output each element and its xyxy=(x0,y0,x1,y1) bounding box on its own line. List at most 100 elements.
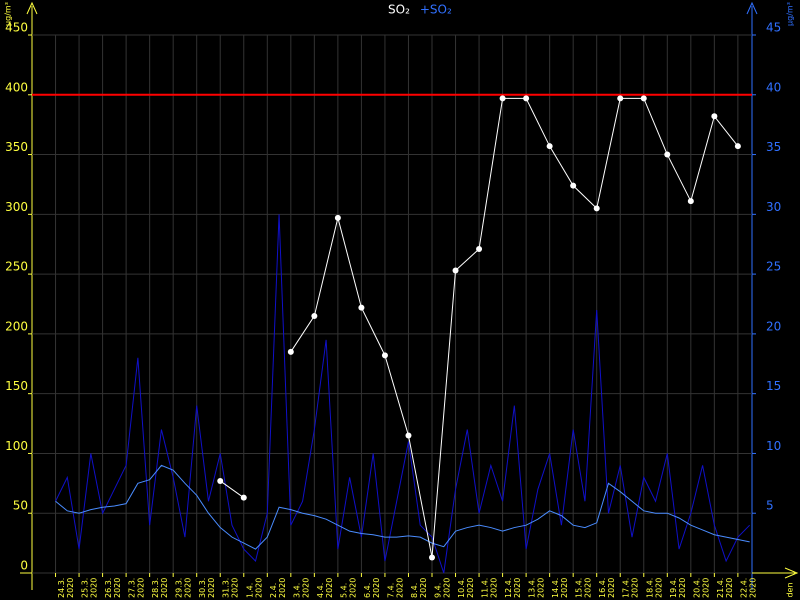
data-point xyxy=(687,198,694,205)
x-tick-label: 11.4. xyxy=(481,578,490,598)
x-tick-label: 2020 xyxy=(678,578,687,598)
x-tick-label: 2020 xyxy=(631,578,640,598)
y-tick-label: 350 xyxy=(5,140,28,154)
x-tick-label: 2020 xyxy=(66,578,75,598)
x-tick-label: 2020 xyxy=(513,578,522,598)
data-point xyxy=(381,352,388,359)
y2-tick-label: 25 xyxy=(766,260,781,274)
x-tick-label: 28.3. xyxy=(151,578,160,598)
legend-entry: +SO₂ xyxy=(420,3,452,17)
x-tick-label: 2020 xyxy=(184,578,193,598)
x-tick-label: 2020 xyxy=(231,578,240,598)
data-point xyxy=(546,143,553,150)
legend: +SO₂ SO₂ xyxy=(388,3,452,17)
data-point xyxy=(570,182,577,189)
y-tick-label: 450 xyxy=(5,21,28,35)
x-tick-label: 2020 xyxy=(537,578,546,598)
x-tick-label: 27.3. xyxy=(128,578,137,598)
data-point xyxy=(734,143,741,150)
x-tick-label: 20.4. xyxy=(692,578,701,598)
x-axis-arrow xyxy=(784,567,799,579)
x-tick-label: 5.4. xyxy=(339,583,348,598)
data-point xyxy=(476,246,483,253)
x-tick-label: 22.4. xyxy=(739,578,748,598)
legend-entry: SO₂ xyxy=(388,3,410,17)
data-point xyxy=(358,304,365,311)
y-axis-label: µg/m³ xyxy=(4,2,13,26)
data-point xyxy=(287,348,294,355)
x-tick-label: 10.4. xyxy=(457,578,466,598)
x-tick-label: 18.4. xyxy=(645,578,654,598)
y2-axis-arrow xyxy=(746,1,758,15)
y-tick-label: 250 xyxy=(5,260,28,274)
y2-tick-label: 45 xyxy=(766,21,781,35)
data-point xyxy=(593,205,600,212)
series-line xyxy=(290,97,739,558)
x-tick-label: 1.4. xyxy=(245,583,254,598)
y2-tick-label: 5 xyxy=(766,499,774,513)
grid xyxy=(32,34,752,574)
y-tick-label: 400 xyxy=(5,80,28,94)
x-tick-label: 6.4. xyxy=(363,583,372,598)
data-point xyxy=(311,312,318,319)
data-point xyxy=(499,95,506,102)
x-tick-label: 30.3. xyxy=(198,578,207,598)
y-tick-label: 150 xyxy=(5,379,28,393)
data-point xyxy=(405,432,412,439)
data-point xyxy=(452,267,459,274)
x-tick-label: 31.3. xyxy=(222,578,231,598)
data-point xyxy=(429,554,435,561)
x-tick-label: 29.3. xyxy=(175,578,184,598)
y2-tick-label: 10 xyxy=(766,439,781,453)
x-tick-label: 2020 xyxy=(725,578,734,598)
x-tick-label: 2020 xyxy=(160,578,169,598)
x-tick-label: 7.4. xyxy=(386,583,395,598)
x-tick-label: 21.4. xyxy=(716,578,725,598)
y2-tick-label: 35 xyxy=(766,140,781,154)
y-tick-label: 50 xyxy=(13,499,28,513)
x-tick-label: 14.4. xyxy=(551,578,560,598)
data-point xyxy=(217,477,224,484)
x-tick-label: 26.3. xyxy=(104,578,113,598)
data-point xyxy=(640,95,647,102)
x-tick-label: 2020 xyxy=(419,578,428,598)
x-tick-label: 4.4. xyxy=(316,583,325,598)
x-axis-label: den xyxy=(786,582,795,597)
x-tick-label: 12.4. xyxy=(504,578,513,598)
series-line xyxy=(55,464,750,550)
x-tick-label: 2020 xyxy=(466,578,475,598)
data-point xyxy=(617,95,624,102)
y2-tick-label: 40 xyxy=(766,80,781,94)
y2-tick-label: 30 xyxy=(766,200,781,214)
x-tick-label: 15.4. xyxy=(575,578,584,598)
x-tick-label: 2020 xyxy=(701,578,710,598)
y-tick-label: 0 xyxy=(20,559,28,573)
x-tick-label: 25.3. xyxy=(81,578,90,598)
y-tick-label: 300 xyxy=(5,200,28,214)
x-tick-label: 2020 xyxy=(395,578,404,598)
x-tick-label: 2020 xyxy=(90,578,99,598)
x-tick-label: 17.4. xyxy=(622,578,631,598)
data-point xyxy=(240,494,247,501)
x-tick-label: 2020 xyxy=(490,578,499,598)
x-tick-label: 2020 xyxy=(654,578,663,598)
x-tick-label: 2020 xyxy=(137,578,146,598)
x-tick-label: 2020 xyxy=(443,578,452,598)
x-tick-label: 2020 xyxy=(560,578,569,598)
x-tick-label: 2.4. xyxy=(269,583,278,598)
x-tick-label: 3.4. xyxy=(292,583,301,598)
y-axis-arrow xyxy=(26,1,38,15)
x-tick-label: 2020 xyxy=(748,578,757,598)
series-line xyxy=(219,480,245,499)
x-tick-label: 16.4. xyxy=(598,578,607,598)
x-tick-label: 13.4. xyxy=(528,578,537,598)
x-tick-label: 19.4. xyxy=(669,578,678,598)
y-tick-label: 100 xyxy=(5,439,28,453)
y2-tick-label: 20 xyxy=(766,319,781,333)
x-tick-label: 2020 xyxy=(113,578,122,598)
y-tick-label: 200 xyxy=(5,319,28,333)
x-tick-label: 2020 xyxy=(584,578,593,598)
x-tick-label: 9.4. xyxy=(434,583,443,598)
